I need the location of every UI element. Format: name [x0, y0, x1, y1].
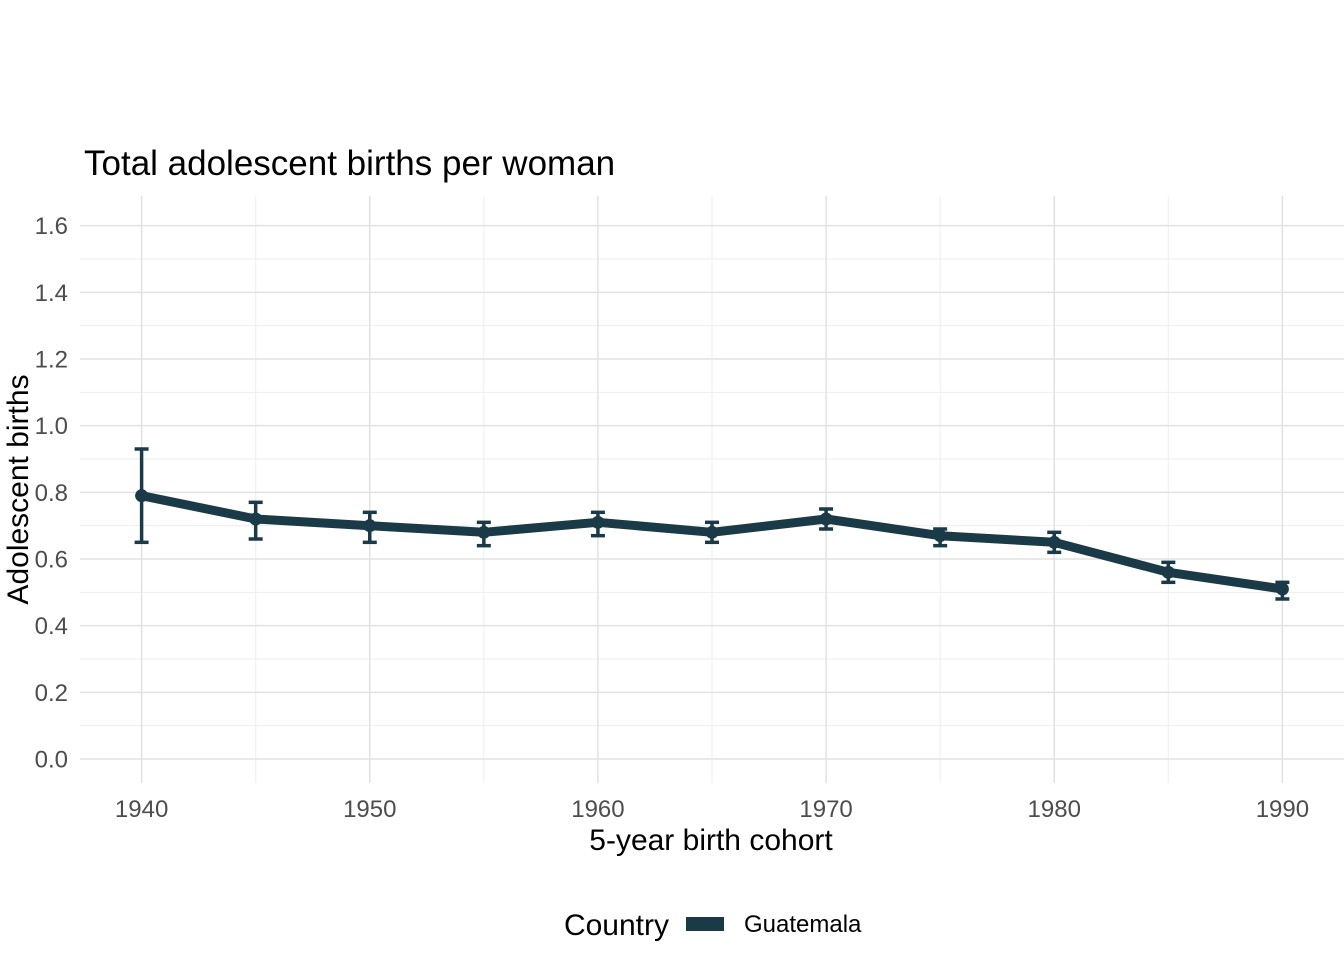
- y-tick-label: 0.8: [35, 480, 68, 507]
- data-point: [933, 529, 947, 543]
- legend: Country Guatemala: [564, 909, 862, 942]
- series-layer: [134, 447, 1290, 601]
- y-tick-label: 1.2: [35, 347, 68, 374]
- legend-entry-label: Guatemala: [744, 911, 862, 938]
- x-tick-label: 1960: [571, 796, 624, 823]
- data-point: [1047, 535, 1061, 549]
- legend-key-line-swatch: [686, 917, 724, 931]
- y-tick-label: 0.6: [35, 547, 68, 574]
- data-point: [591, 515, 605, 529]
- y-tick-label: 1.6: [35, 213, 68, 240]
- y-tick-label: 0.0: [35, 747, 68, 774]
- data-point: [249, 512, 263, 526]
- grid-layer: [80, 196, 1344, 783]
- data-point: [705, 525, 719, 539]
- x-axis-title: 5-year birth cohort: [589, 824, 833, 857]
- data-point: [363, 519, 377, 533]
- y-tick-label: 0.2: [35, 680, 68, 707]
- y-axis-title: Adolescent births: [2, 374, 35, 604]
- tick-label-layer: 1940 1950 1960 1970 1980 1990 0.0 0.2 0.4 0.6 0.8 1…: [35, 213, 1309, 823]
- x-tick-label: 1940: [115, 796, 168, 823]
- legend-title: Country: [564, 909, 669, 942]
- data-point: [1161, 565, 1175, 579]
- x-tick-label: 1950: [343, 796, 396, 823]
- x-tick-label: 1990: [1256, 796, 1309, 823]
- y-tick-label: 0.4: [35, 613, 68, 640]
- chart-title: Total adolescent births per woman: [84, 144, 615, 183]
- y-tick-label: 1.4: [35, 280, 68, 307]
- data-point: [819, 512, 833, 526]
- x-tick-label: 1970: [799, 796, 852, 823]
- data-point: [1275, 582, 1289, 596]
- data-point: [135, 489, 149, 503]
- data-point: [477, 525, 491, 539]
- y-tick-label: 1.0: [35, 413, 68, 440]
- x-tick-label: 1980: [1028, 796, 1081, 823]
